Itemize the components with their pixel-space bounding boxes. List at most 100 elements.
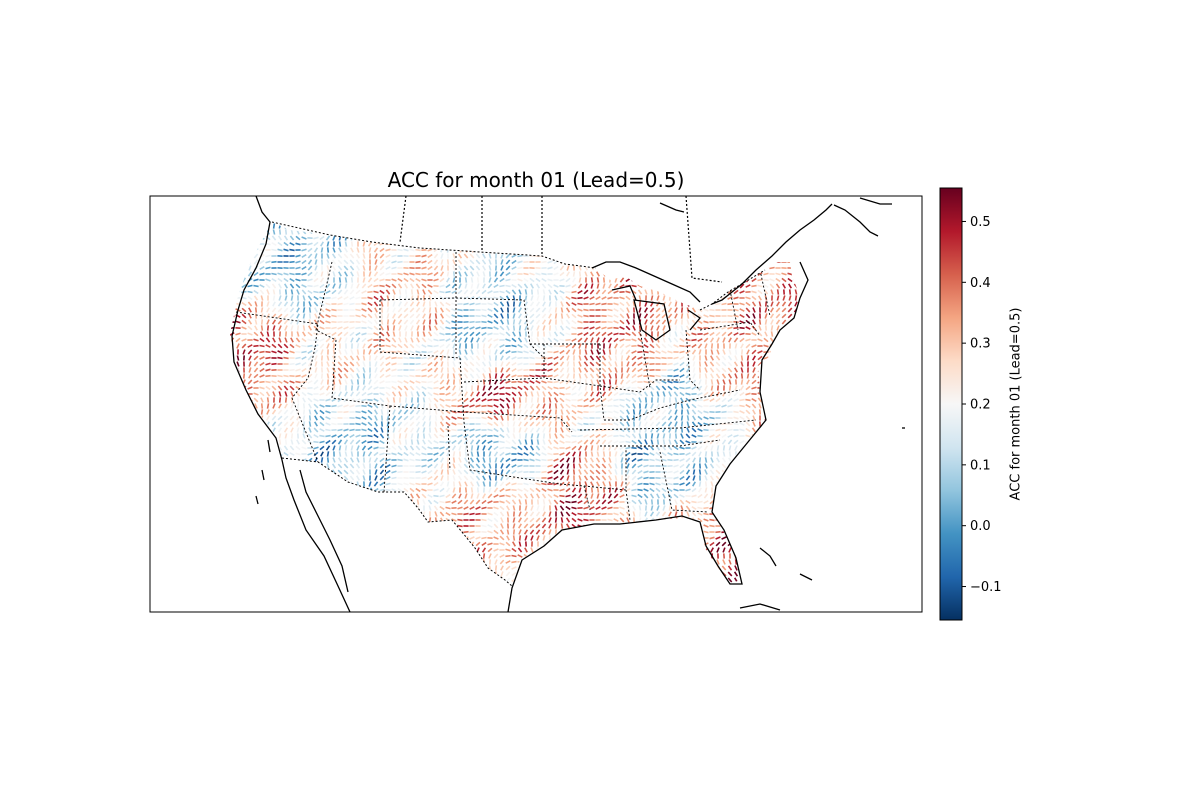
acc-grid-mark: [283, 248, 289, 252]
acc-grid-mark: [698, 469, 702, 475]
acc-grid-mark: [691, 307, 697, 313]
acc-grid-mark: [338, 337, 342, 343]
acc-grid-mark: [338, 445, 342, 451]
acc-grid-mark: [350, 277, 354, 283]
acc-grid-mark: [692, 355, 696, 361]
acc-grid-mark: [656, 433, 660, 439]
acc-grid-mark: [500, 307, 504, 313]
acc-grid-mark: [385, 374, 391, 378]
acc-grid-mark: [469, 463, 475, 469]
acc-grid-mark: [596, 451, 600, 457]
acc-grid-mark: [506, 427, 510, 433]
acc-grid-mark: [697, 440, 703, 444]
acc-grid-mark: [493, 415, 499, 421]
acc-grid-mark: [259, 337, 265, 343]
acc-grid-mark: [601, 289, 607, 295]
acc-grid-mark: [662, 433, 666, 439]
acc-grid-mark: [392, 427, 396, 433]
acc-grid-mark: [703, 428, 709, 432]
acc-grid-mark: [571, 404, 577, 408]
acc-grid-mark: [674, 409, 678, 415]
acc-grid-mark: [493, 385, 499, 391]
acc-grid-mark: [596, 271, 600, 277]
acc-grid-mark: [655, 421, 661, 427]
acc-grid-mark: [476, 271, 480, 277]
acc-grid-mark: [398, 433, 402, 439]
acc-grid-mark: [325, 283, 331, 289]
acc-grid-mark: [283, 356, 289, 360]
acc-grid-mark: [626, 361, 630, 367]
acc-grid-mark: [433, 367, 439, 373]
acc-grid-mark: [439, 386, 445, 390]
acc-grid-mark: [277, 356, 283, 360]
acc-grid-mark: [398, 289, 402, 295]
acc-grid-mark: [631, 350, 637, 354]
acc-grid-mark: [595, 469, 601, 475]
acc-grid-mark: [350, 349, 354, 355]
acc-grid-mark: [380, 307, 384, 313]
acc-grid-mark: [626, 313, 630, 319]
acc-grid-mark: [457, 416, 463, 420]
acc-grid-mark: [439, 421, 445, 427]
acc-grid-mark: [307, 452, 313, 456]
acc-grid-mark: [439, 409, 445, 415]
acc-grid-mark: [619, 284, 625, 288]
acc-grid-mark: [446, 481, 450, 487]
acc-grid-mark: [644, 511, 648, 517]
acc-grid-mark: [385, 439, 391, 445]
acc-grid-mark: [541, 380, 547, 384]
acc-grid-mark: [379, 289, 385, 295]
acc-grid-mark: [350, 379, 354, 385]
acc-grid-mark: [608, 385, 612, 391]
acc-grid-mark: [362, 265, 366, 271]
acc-grid-mark: [380, 325, 384, 331]
acc-grid-mark: [463, 253, 469, 259]
acc-grid-mark: [541, 272, 547, 276]
acc-grid-mark: [584, 271, 588, 277]
acc-grid-mark: [422, 331, 426, 337]
acc-grid-mark: [301, 337, 307, 343]
acc-grid-mark: [469, 331, 475, 337]
acc-grid-mark: [469, 259, 475, 265]
acc-grid-mark: [529, 272, 535, 276]
acc-grid-mark: [386, 325, 390, 331]
acc-grid-mark: [319, 235, 325, 241]
acc-grid-mark: [709, 475, 715, 481]
acc-grid-mark: [343, 469, 349, 475]
acc-grid-mark: [337, 463, 343, 469]
acc-grid-mark: [469, 302, 475, 306]
acc-grid-mark: [403, 301, 409, 307]
acc-grid-mark: [356, 385, 360, 391]
acc-grid-mark: [607, 416, 613, 420]
acc-grid-mark: [427, 272, 433, 276]
acc-grid-mark: [361, 428, 367, 432]
acc-grid-mark: [680, 427, 684, 433]
acc-grid-mark: [272, 229, 276, 235]
acc-grid-mark: [655, 409, 661, 415]
acc-grid-mark: [541, 482, 547, 486]
acc-grid-mark: [649, 482, 655, 486]
acc-grid-mark: [577, 445, 583, 451]
acc-grid-mark: [260, 409, 264, 415]
acc-grid-mark: [685, 338, 691, 342]
acc-grid-mark: [596, 283, 600, 289]
acc-grid-mark: [565, 349, 571, 355]
acc-grid-mark: [602, 451, 606, 457]
acc-grid-mark: [589, 506, 595, 510]
acc-grid-mark: [517, 476, 523, 480]
acc-grid-mark: [505, 367, 511, 373]
acc-grid-mark: [637, 344, 643, 348]
acc-grid-mark: [241, 343, 247, 349]
acc-grid-mark: [692, 457, 696, 463]
acc-grid-mark: [440, 361, 444, 367]
acc-grid-mark: [446, 349, 450, 355]
acc-grid-mark: [295, 283, 301, 289]
acc-grid-mark: [566, 475, 570, 481]
acc-grid-mark: [241, 283, 247, 289]
acc-grid-mark: [649, 511, 655, 517]
acc-grid-mark: [313, 409, 319, 415]
acc-grid-mark: [602, 277, 606, 283]
acc-grid-mark: [565, 277, 571, 283]
acc-grid-mark: [277, 343, 283, 349]
acc-grid-mark: [517, 356, 523, 360]
